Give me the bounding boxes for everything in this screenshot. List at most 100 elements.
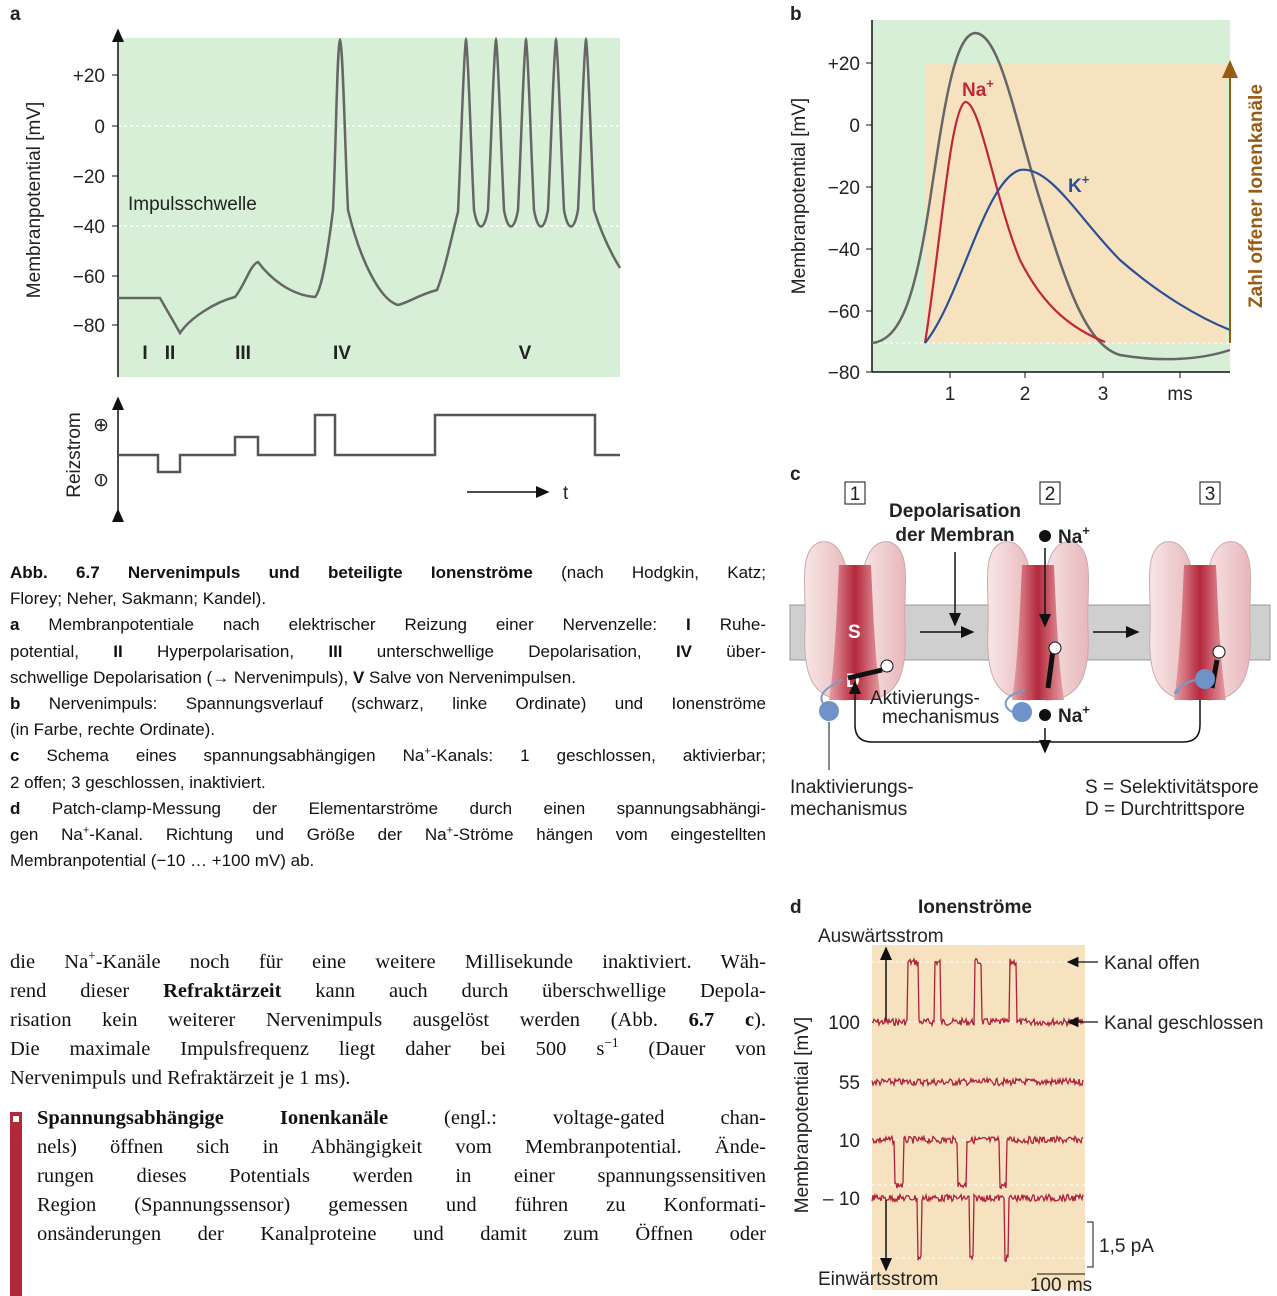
text-run: Region (Spannungssensor) gemessen und fü… [37,1194,766,1216]
recording-area [872,945,1085,1290]
open-label: Kanal offen [1104,953,1200,974]
activation-label: Aktivierungs- [870,688,980,709]
y-tick-label: +20 [828,54,860,75]
text-run: (in Farbe, rechte Ordinate). [10,720,216,740]
panel-label: b [790,4,802,25]
text-line: c Schema eines spannungsabhängigen Na+-K… [10,743,766,769]
depolarisation-label: der Membran [895,525,1014,546]
na-current [923,100,1106,344]
phase-label: I [142,343,147,364]
text-run: Nervenimpuls: Spannungsverlauf (schwarz,… [20,694,766,713]
potential-label: – 10 [823,1189,860,1210]
potential-label: 55 [839,1073,860,1094]
ion [1039,530,1051,542]
marker-bar [10,1112,22,1296]
y-tick-label: 0 [849,116,860,137]
text-line: Florey; Neher, Sakmann; Kandel). [10,586,766,612]
current-trace [871,957,1084,1028]
ion-base: Na [1058,527,1083,548]
text-line: Die maximale Impulsfrequenz liegt daher … [10,1035,766,1064]
bold-text: c [10,746,20,766]
ion-base: K [1068,176,1082,197]
right-axis-label: Zahl offener Ionenkanäle [1246,84,1267,308]
text-line: gen Na+-Kanal. Richtung und Größe der Na… [10,822,766,848]
text-run: schwellige Depolarisation (→ Nervenimpul… [10,667,353,687]
threshold-label: Impulsschwelle [128,194,257,215]
step-box [844,481,866,505]
marker-square [13,1116,19,1122]
text-run: ). [754,1009,767,1031]
potential-curve [871,31,1231,361]
bold-text: Refraktärzeit [163,980,282,1002]
text-line: onsänderungen der Kanalproteine und dami… [37,1220,766,1249]
current-trace [871,1192,1084,1263]
text-run: −1 [604,1035,619,1051]
depolarisation-label: Depolarisation [889,501,1021,522]
text-line: Membranpotential (−10 … +100 mV) ab. [10,848,766,874]
step-number: 2 [1045,484,1056,505]
stimulus-plus: ⊕ [91,417,112,433]
current-scale [1087,1221,1094,1268]
text-run: potential, [10,641,114,661]
bold-text: I [686,615,691,635]
bold-text: III [328,641,343,661]
na-in-label: Na+ [1058,702,1090,727]
ion-base: Na [1058,706,1083,727]
text-line: d Patch-clamp-Messung der Elementarström… [10,796,766,822]
y-axis-label: Membranpotential [mV] [24,102,45,298]
text-line: (in Farbe, rechte Ordinate). [10,717,766,743]
text-run: (engl.: voltage-gated chan- [388,1107,766,1129]
s-label: S [848,622,861,643]
bold-text: IV [675,641,693,661]
text-run: über- [692,641,766,661]
text-line: risation kein weiterer Nervenimpuls ausg… [10,1006,766,1035]
y-tick-label: 0 [94,117,105,138]
y-tick-label: −20 [828,178,860,199]
text-run: rungen dieses Potentials werden in einer… [37,1165,766,1187]
charge [1048,641,1062,655]
current-scale-label: 1,5 pA [1099,1236,1154,1257]
text-run: Membranpotential (−10 … +100 mV) ab. [10,851,315,871]
ion-sup: + [1082,702,1090,717]
text-run: kann auch durch überschwellige Depola- [281,980,766,1002]
time-scale-label: 100 ms [1030,1275,1092,1296]
stimulus-trace [118,413,620,474]
text-line: die Na+-Kanäle noch für eine weitere Mil… [10,948,766,977]
text-run: + [446,824,454,837]
text-line: potential, II Hyperpolarisation, III unt… [10,639,766,665]
x-tick-label: 3 [1098,384,1109,405]
step-number: 3 [1205,484,1216,505]
inactivation-ball [819,701,839,721]
text-run: 2 offen; 3 geschlossen, inaktiviert. [10,772,266,792]
bold-text: Abb. 6.7 Nervenimpuls und beteiligte Ion… [10,563,533,582]
step-number: 1 [850,484,861,505]
y-tick-label: −80 [73,316,105,337]
text-run: nels) öffnen sich in Abhängigkeit vom Me… [37,1136,766,1158]
y-tick-label: −60 [828,302,860,323]
bold-text: II [113,641,123,661]
phase-label: III [235,343,251,364]
potential-label: 10 [839,1131,860,1152]
activation-gate [847,667,883,681]
panel-label: a [10,4,21,25]
text-run: Membranpotentiale nach elektrischer Reiz… [19,615,687,635]
text-run: + [82,824,90,837]
y-axis-label: Membranpotential [mV] [792,1017,813,1213]
text-run: gen Na [10,825,83,844]
y-tick-label: +20 [73,66,105,87]
inactivation-chain [1174,679,1196,695]
panel-label: c [790,464,801,485]
channel-area [925,63,1225,343]
current-trace [871,1076,1084,1088]
panel-label: d [790,897,802,918]
bold-text: 6.7 c [688,1009,755,1031]
inactivation-ball [1012,702,1032,722]
text-line: nels) öffnen sich in Abhängigkeit vom Me… [37,1133,766,1162]
text-run: Die maximale Impulsfrequenz liegt daher … [10,1038,605,1060]
text-run: + [424,745,431,758]
ion-sup: + [986,76,994,91]
text-run: die Na [10,951,89,973]
outward-label: Auswärtsstrom [818,926,944,947]
k-current [924,168,1231,344]
